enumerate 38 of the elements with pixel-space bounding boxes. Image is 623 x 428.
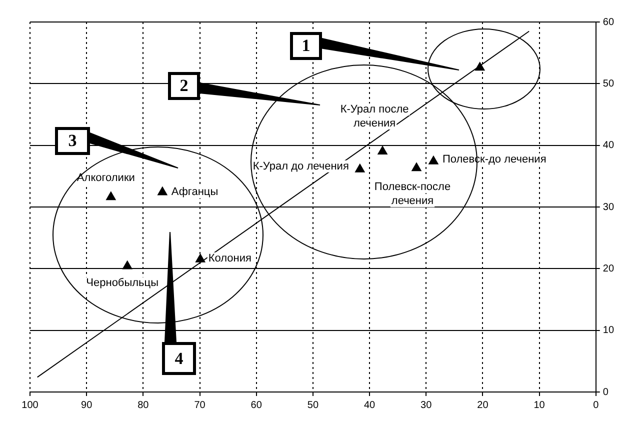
annotation: Полевск-после лечения bbox=[374, 181, 451, 208]
x-tick-label: 10 bbox=[534, 400, 546, 411]
annotation: К-Урал до лечения bbox=[252, 160, 349, 172]
x-tick-label: 40 bbox=[364, 400, 376, 411]
point bbox=[158, 186, 168, 196]
y-tick-label: 10 bbox=[602, 325, 614, 336]
point bbox=[428, 156, 438, 164]
point bbox=[106, 192, 116, 200]
point bbox=[475, 62, 485, 71]
annotation: Афганцы bbox=[171, 186, 218, 198]
annotation: Алкоголики bbox=[76, 172, 135, 184]
x-tick-label: 20 bbox=[477, 400, 489, 411]
annotation: Чернобыльцы bbox=[86, 277, 159, 290]
annotation: К-Урал после лечения bbox=[340, 104, 409, 130]
annotation: 2 bbox=[168, 72, 200, 100]
annotation: 4 bbox=[162, 342, 196, 375]
y-tick-label: 40 bbox=[602, 140, 614, 152]
y-tick-label: 0 bbox=[602, 386, 609, 398]
y-tick-label: 60 bbox=[602, 16, 614, 28]
point bbox=[196, 254, 206, 262]
x-tick-label: 90 bbox=[81, 400, 93, 411]
x-tick-label: 60 bbox=[250, 400, 262, 411]
y-tick-label: 50 bbox=[602, 78, 614, 90]
x-tick-label: 80 bbox=[138, 400, 150, 411]
annotation: 1 bbox=[290, 32, 322, 60]
y-tick-label: 30 bbox=[602, 202, 614, 213]
x-tick-label: 30 bbox=[420, 400, 432, 411]
x-tick-label: 0 bbox=[593, 400, 600, 411]
point bbox=[378, 146, 388, 154]
annotation: Колония bbox=[208, 252, 252, 264]
point bbox=[355, 164, 365, 172]
x-tick-label: 70 bbox=[194, 400, 206, 411]
x-tick-label: 100 bbox=[22, 400, 39, 411]
point bbox=[412, 162, 422, 172]
point bbox=[122, 260, 132, 270]
annotation: 3 bbox=[55, 127, 90, 155]
y-tick-label: 20 bbox=[602, 263, 614, 274]
x-tick-label: 50 bbox=[307, 400, 319, 411]
